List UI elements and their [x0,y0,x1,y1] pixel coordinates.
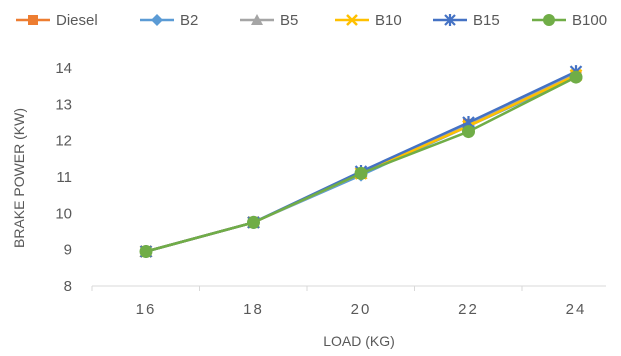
legend-label-b15: B15 [473,12,500,29]
series-diesel [140,69,582,257]
series-layer [139,65,583,258]
legend: Diesel B2 B5 B10 B15 B100 [16,12,607,29]
legend-item-b5: B5 [240,12,298,29]
legend-label-diesel: Diesel [56,12,98,29]
legend-item-b2: B2 [140,12,198,29]
x-axis-ticks: 16 18 20 22 24 [91,286,587,318]
legend-item-b10: B10 [335,12,402,29]
series-b10 [139,68,583,258]
x-tick-label-16: 16 [136,301,157,318]
series-b15 [139,65,583,258]
legend-label-b2: B2 [180,12,198,29]
y-tick-label-12: 12 [55,133,72,150]
data-point-b100-22 [462,125,475,139]
x-tick-label-22: 22 [458,301,479,318]
legend-item-b100: B100 [532,12,607,29]
series-line-b5 [145,72,577,253]
series-line-b15 [145,70,577,253]
y-tick-label-8: 8 [64,278,72,295]
y-tick-label-11: 11 [56,169,72,186]
data-point-b100-18 [247,215,260,229]
legend-item-b15: B15 [433,12,500,29]
legend-marker-b100 [543,14,555,26]
legend-marker-diesel [28,15,38,25]
legend-marker-b10 [346,14,358,26]
x-tick-label-24: 24 [566,301,587,318]
legend-label-b5: B5 [280,12,298,29]
legend-item-diesel: Diesel [16,12,98,29]
legend-marker-b15 [444,14,456,26]
series-b100 [139,70,583,258]
y-axis-title: BRAKE POWER (KW) [11,108,27,248]
y-tick-label-10: 10 [55,205,72,222]
y-tick-label-14: 14 [55,60,72,77]
y-axis-ticks: 8 9 10 11 12 13 14 [55,60,72,295]
legend-marker-b5 [251,14,263,25]
x-tick-label-20: 20 [351,301,372,318]
x-axis-title: LOAD (KG) [323,333,395,349]
legend-marker-b2 [151,14,163,26]
data-point-b100-16 [139,244,153,258]
data-point-b100-20 [354,166,368,180]
series-b5 [139,66,583,257]
data-point-b100-24 [569,70,583,84]
y-tick-label-13: 13 [55,96,72,113]
x-tick-label-18: 18 [243,301,264,318]
legend-label-b10: B10 [375,12,402,29]
y-tick-label-9: 9 [64,242,72,259]
legend-label-b100: B100 [572,12,607,29]
